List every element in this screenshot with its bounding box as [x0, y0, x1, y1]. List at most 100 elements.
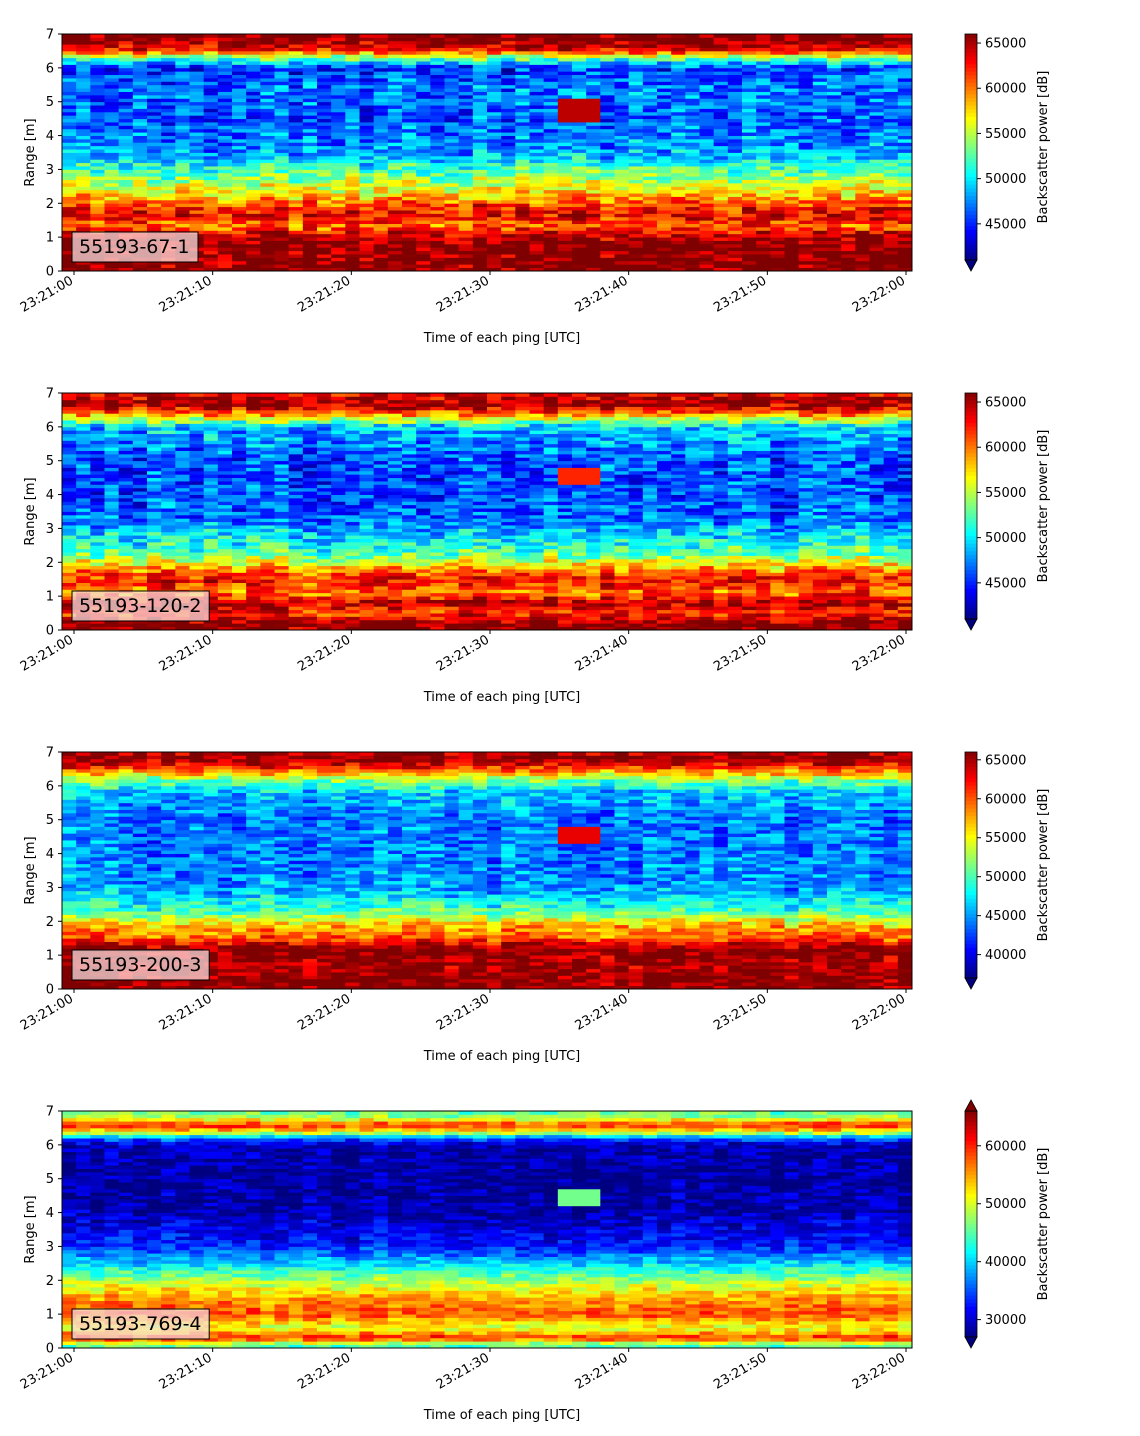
- heatmap-cell: [90, 460, 105, 465]
- heatmap-cell: [642, 88, 658, 92]
- heatmap-cell: [671, 78, 686, 82]
- heatmap-cell: [147, 453, 162, 458]
- heatmap-cell: [118, 484, 134, 489]
- heatmap-cell: [642, 240, 658, 245]
- heatmap-cell: [557, 182, 573, 187]
- heatmap-cell: [274, 125, 290, 130]
- heatmap-cell: [628, 159, 644, 164]
- heatmap-cell: [359, 213, 375, 218]
- heatmap-cell: [487, 159, 502, 164]
- heatmap-cell: [232, 226, 247, 231]
- heatmap-cell: [586, 84, 601, 89]
- heatmap-cell: [90, 135, 105, 140]
- heatmap-cell: [402, 213, 417, 218]
- heatmap-cell: [543, 64, 559, 69]
- heatmap-cell: [812, 196, 828, 201]
- heatmap-cell: [90, 420, 105, 424]
- heatmap-cell: [855, 105, 870, 109]
- heatmap-cell: [444, 94, 460, 99]
- heatmap-cell: [203, 108, 219, 113]
- heatmap-cell: [557, 152, 573, 157]
- heatmap-cell: [444, 152, 460, 157]
- heatmap-cell: [642, 267, 658, 272]
- heatmap-cell: [373, 230, 389, 235]
- heatmap-cell: [175, 558, 190, 563]
- heatmap-cell: [756, 101, 771, 106]
- heatmap-cell: [869, 186, 885, 191]
- heatmap-cell: [430, 54, 445, 59]
- heatmap-cell: [402, 88, 417, 92]
- heatmap-cell: [430, 223, 445, 228]
- heatmap-cell: [515, 189, 530, 194]
- heatmap-cell: [586, 71, 601, 76]
- heatmap-cell: [62, 416, 77, 421]
- heatmap-cell: [203, 243, 219, 248]
- heatmap-cell: [373, 81, 389, 86]
- heatmap-cell: [331, 189, 346, 194]
- heatmap-cell: [628, 57, 644, 62]
- heatmap-cell: [175, 552, 190, 556]
- heatmap-cell: [657, 166, 672, 170]
- heatmap-cell: [827, 206, 842, 211]
- heatmap-cell: [671, 254, 686, 258]
- heatmap-cell: [883, 78, 899, 82]
- heatmap-cell: [402, 189, 417, 194]
- heatmap-cell: [642, 149, 658, 153]
- heatmap-cell: [302, 64, 318, 69]
- heatmap-cell: [387, 64, 403, 69]
- heatmap-cell: [855, 138, 870, 143]
- heatmap-cell: [883, 47, 899, 52]
- heatmap-cell: [685, 57, 700, 62]
- heatmap-cell: [458, 54, 474, 59]
- heatmap-cell: [600, 74, 615, 79]
- heatmap-cell: [175, 569, 190, 573]
- heatmap-cell: [869, 159, 885, 164]
- heatmap-cell: [671, 50, 686, 55]
- heatmap-cell: [798, 98, 814, 103]
- heatmap-cell: [600, 84, 615, 89]
- heatmap-cell: [104, 487, 120, 492]
- heatmap-cell: [317, 145, 332, 150]
- heatmap-cell: [132, 159, 148, 164]
- heatmap-cell: [416, 250, 431, 255]
- heatmap-cell: [260, 166, 275, 170]
- heatmap-cell: [699, 257, 715, 262]
- heatmap-cell: [529, 50, 545, 55]
- heatmap-cell: [345, 240, 360, 245]
- heatmap-cell: [387, 91, 403, 96]
- heatmap-cell: [416, 247, 431, 252]
- heatmap-cell: [345, 34, 360, 38]
- heatmap-cell: [345, 145, 360, 150]
- heatmap-cell: [317, 78, 332, 82]
- heatmap-cell: [175, 538, 190, 543]
- heatmap-cell: [487, 135, 502, 140]
- heatmap-cell: [487, 250, 502, 255]
- heatmap-cell: [76, 169, 91, 174]
- heatmap-cell: [402, 240, 417, 245]
- heatmap-cell: [742, 145, 757, 150]
- heatmap-cell: [458, 91, 474, 96]
- heatmap-cell: [869, 223, 885, 228]
- heatmap-cell: [699, 169, 715, 174]
- heatmap-cell: [402, 111, 417, 116]
- heatmap-cell: [586, 118, 601, 123]
- heatmap-cell: [345, 155, 360, 160]
- heatmap-cell: [359, 128, 375, 133]
- heatmap-cell: [161, 155, 176, 160]
- heatmap-cell: [203, 162, 219, 167]
- heatmap-cell: [302, 44, 318, 48]
- heatmap-cell: [62, 54, 77, 59]
- heatmap-cell: [458, 84, 474, 89]
- heatmap-cell: [487, 111, 502, 116]
- heatmap-cell: [232, 159, 247, 164]
- heatmap-cell: [685, 155, 700, 160]
- heatmap-cell: [359, 67, 375, 72]
- heatmap-cell: [90, 440, 105, 445]
- heatmap-cell: [345, 199, 360, 204]
- heatmap-cell: [317, 223, 332, 228]
- heatmap-cell: [586, 108, 601, 113]
- heatmap-cell: [147, 193, 162, 197]
- heatmap-cell: [62, 210, 77, 214]
- heatmap-cell: [869, 169, 885, 174]
- heatmap-cell: [373, 122, 389, 126]
